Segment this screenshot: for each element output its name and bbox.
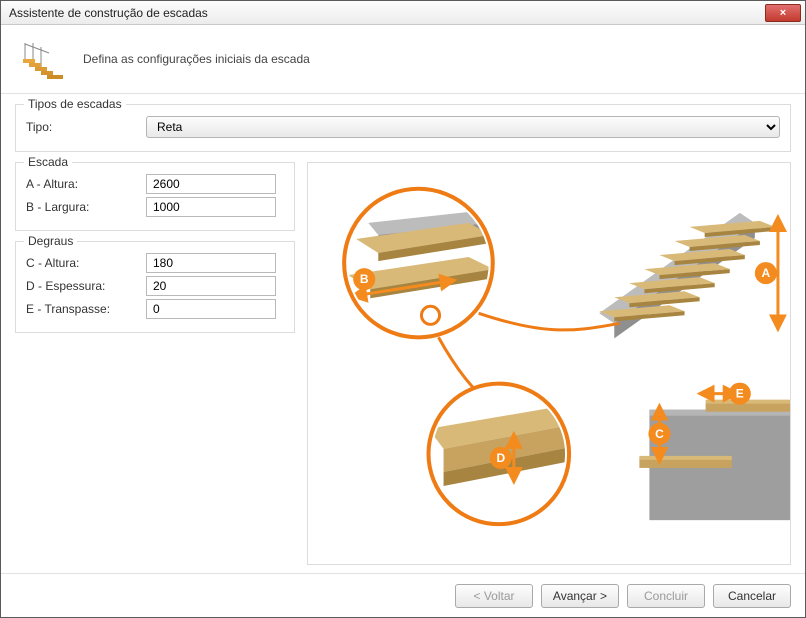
back-button[interactable]: < Voltar — [455, 584, 533, 608]
window-title: Assistente de construção de escadas — [9, 6, 765, 20]
diagram-section-ce: C E — [639, 383, 790, 521]
marker-e: E — [736, 387, 744, 401]
content-area: Tipos de escadas Tipo: Reta Escada A - A… — [1, 94, 805, 573]
e-transpasse-label: E - Transpasse: — [26, 302, 136, 316]
group-escada-legend: Escada — [24, 155, 72, 169]
group-degraus-legend: Degraus — [24, 234, 77, 248]
next-button[interactable]: Avançar > — [541, 584, 619, 608]
diagram-circle-d: D — [429, 384, 578, 525]
group-degraus: Degraus C - Altura: D - Espessura: E - T… — [15, 241, 295, 333]
finish-button[interactable]: Concluir — [627, 584, 705, 608]
group-escada: Escada A - Altura: B - Largura: — [15, 162, 295, 231]
diagram-stair-full: A — [599, 213, 778, 339]
marker-c: C — [655, 427, 664, 441]
b-largura-label: B - Largura: — [26, 200, 136, 214]
d-espessura-input[interactable] — [146, 276, 276, 296]
wizard-subtitle: Defina as configurações iniciais da esca… — [83, 52, 310, 66]
cancel-button[interactable]: Cancelar — [713, 584, 791, 608]
dialog-window: Assistente de construção de escadas × De… — [0, 0, 806, 618]
a-altura-label: A - Altura: — [26, 177, 136, 191]
group-tipos: Tipos de escadas Tipo: Reta — [15, 104, 791, 152]
a-altura-input[interactable] — [146, 174, 276, 194]
c-altura-label: C - Altura: — [26, 256, 136, 270]
diagram-panel: A — [307, 162, 791, 565]
e-transpasse-input[interactable] — [146, 299, 276, 319]
group-tipos-legend: Tipos de escadas — [24, 97, 126, 111]
tipo-label: Tipo: — [26, 120, 136, 134]
marker-a: A — [762, 266, 771, 280]
left-column: Escada A - Altura: B - Largura: Degraus … — [15, 162, 295, 565]
d-espessura-label: D - Espessura: — [26, 279, 136, 293]
b-largura-input[interactable] — [146, 197, 276, 217]
stair-icon — [19, 39, 67, 79]
c-altura-input[interactable] — [146, 253, 276, 273]
wizard-footer: < Voltar Avançar > Concluir Cancelar — [1, 573, 805, 617]
mid-wrap: Escada A - Altura: B - Largura: Degraus … — [15, 162, 791, 565]
close-button[interactable]: × — [765, 4, 801, 22]
marker-d: D — [496, 451, 505, 465]
diagram-svg: A — [308, 163, 790, 564]
wizard-header: Defina as configurações iniciais da esca… — [1, 25, 805, 94]
close-icon: × — [780, 7, 786, 19]
diagram-circle-b: B — [344, 189, 494, 338]
tipo-select[interactable]: Reta — [146, 116, 780, 138]
titlebar: Assistente de construção de escadas × — [1, 1, 805, 25]
marker-b: B — [360, 272, 369, 286]
